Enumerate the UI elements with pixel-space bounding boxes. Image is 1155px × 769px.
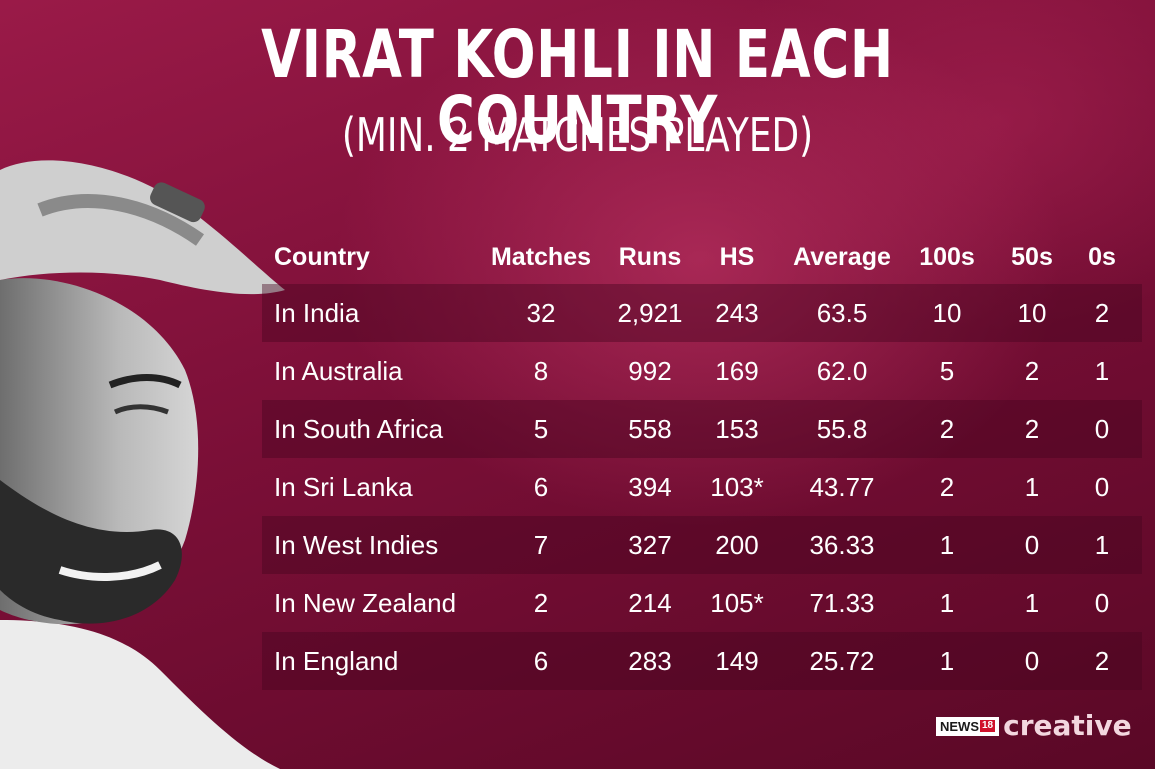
- cell-50s: 0: [1024, 530, 1040, 560]
- cell-matches: 7: [533, 530, 549, 560]
- cell-100s: 1: [939, 646, 955, 676]
- cell-runs: 327: [628, 530, 672, 560]
- cell-matches: 2: [533, 588, 549, 618]
- cell-matches: 6: [533, 472, 549, 502]
- chart-title: VIRAT KOHLI IN EACH COUNTRY: [261, 16, 894, 159]
- table-row: In England 6 283 149 25.72 1 0 2: [262, 632, 1142, 690]
- table-row: In New Zealand 2 214 105* 71.33 1 1 0: [262, 574, 1142, 632]
- cell-100s: 2: [939, 472, 955, 502]
- cell-runs: 2,921: [617, 298, 683, 328]
- cell-average: 71.33: [809, 588, 875, 618]
- header-0s: 0s: [1088, 242, 1116, 271]
- header-country: Country: [274, 242, 370, 271]
- cell-50s: 1: [1024, 472, 1040, 502]
- table-row: In Australia 8 992 169 62.0 5 2 1: [262, 342, 1142, 400]
- cell-country: In England: [274, 646, 399, 676]
- cell-hs: 149: [715, 646, 759, 676]
- cell-50s: 2: [1024, 356, 1040, 386]
- cell-0s: 0: [1094, 414, 1110, 444]
- cell-average: 36.33: [809, 530, 875, 560]
- news-wordmark: NEWS: [940, 718, 979, 734]
- cell-runs: 283: [628, 646, 672, 676]
- table-header-row: Country Matches Runs HS Average 100s 50s…: [262, 230, 1142, 284]
- table-row: In West Indies 7 327 200 36.33 1 0 1: [262, 516, 1142, 574]
- chart-subtitle: (MIN. 2 MATCHES PLAYED): [341, 108, 814, 162]
- table-row: In South Africa 5 558 153 55.8 2 2 0: [262, 400, 1142, 458]
- cell-hs: 200: [715, 530, 759, 560]
- stats-table: Country Matches Runs HS Average 100s 50s…: [262, 230, 1142, 690]
- cell-0s: 1: [1094, 356, 1110, 386]
- cell-country: In New Zealand: [274, 588, 457, 618]
- cell-country: In South Africa: [274, 414, 444, 444]
- header-100s: 100s: [919, 242, 975, 271]
- cell-0s: 2: [1094, 298, 1110, 328]
- cell-100s: 1: [939, 588, 955, 618]
- cell-100s: 1: [939, 530, 955, 560]
- cell-0s: 0: [1094, 472, 1110, 502]
- cell-hs: 243: [715, 298, 759, 328]
- table-row: In Sri Lanka 6 394 103* 43.77 2 1 0: [262, 458, 1142, 516]
- cell-runs: 992: [628, 356, 672, 386]
- cell-average: 62.0: [816, 356, 868, 386]
- cell-100s: 10: [932, 298, 962, 328]
- news18-badge: NEWS 18: [936, 716, 1000, 736]
- cell-matches: 8: [533, 356, 549, 386]
- cell-country: In India: [274, 298, 360, 328]
- cell-runs: 394: [628, 472, 672, 502]
- cell-100s: 5: [939, 356, 955, 386]
- cell-average: 55.8: [816, 414, 868, 444]
- cell-0s: 1: [1094, 530, 1110, 560]
- cell-country: In Australia: [274, 356, 403, 386]
- cell-50s: 1: [1024, 588, 1040, 618]
- news18-creative-logo: NEWS 18 creative: [936, 712, 1132, 740]
- cell-matches: 32: [526, 298, 556, 328]
- header-hs: HS: [719, 242, 755, 271]
- cell-100s: 2: [939, 414, 955, 444]
- header-runs: Runs: [618, 242, 682, 271]
- cell-country: In West Indies: [274, 530, 439, 560]
- cell-50s: 2: [1024, 414, 1040, 444]
- cell-hs: 103*: [710, 472, 764, 502]
- cell-matches: 5: [533, 414, 549, 444]
- header-50s: 50s: [1011, 242, 1053, 271]
- cell-0s: 2: [1094, 646, 1110, 676]
- cell-runs: 214: [628, 588, 672, 618]
- cell-average: 25.72: [809, 646, 875, 676]
- cell-hs: 153: [715, 414, 759, 444]
- table-row: In India 32 2,921 243 63.5 10 10 2: [262, 284, 1142, 342]
- cell-hs: 169: [715, 356, 759, 386]
- logo-number: 18: [980, 720, 996, 732]
- player-photo: [0, 160, 285, 769]
- header-matches: Matches: [490, 242, 592, 271]
- creative-wordmark: creative: [1003, 709, 1132, 742]
- cell-50s: 10: [1017, 298, 1047, 328]
- cell-0s: 0: [1094, 588, 1110, 618]
- cell-average: 63.5: [816, 298, 868, 328]
- cell-runs: 558: [628, 414, 672, 444]
- cell-hs: 105*: [710, 588, 764, 618]
- cell-50s: 0: [1024, 646, 1040, 676]
- header-average: Average: [793, 242, 891, 271]
- cell-country: In Sri Lanka: [274, 472, 413, 502]
- cell-matches: 6: [533, 646, 549, 676]
- cell-average: 43.77: [809, 472, 875, 502]
